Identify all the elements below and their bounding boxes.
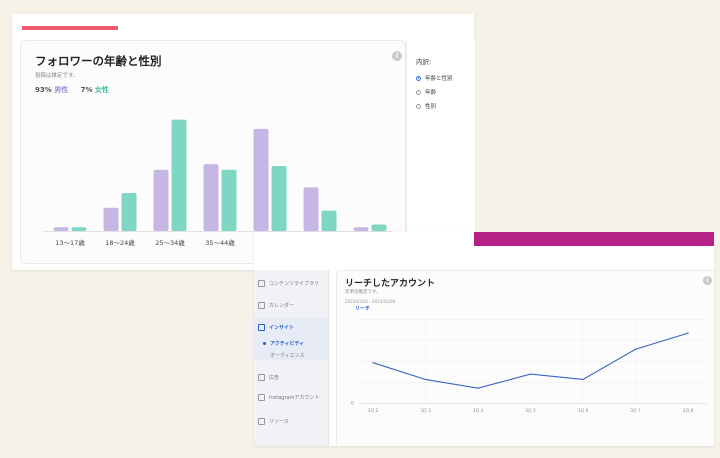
y-tick-label: 0 [351, 401, 354, 407]
data-point [424, 378, 427, 381]
x-tick-label: 25〜34歳 [155, 238, 185, 247]
data-point [634, 348, 637, 350]
sidebar-item-label: リソース [269, 419, 289, 425]
breakdown-option-age[interactable]: 年齢 [416, 88, 436, 96]
female-label: 女性 [94, 86, 109, 94]
ads-icon [258, 374, 265, 381]
sidebar-item-label: カレンダー [269, 303, 295, 309]
x-tick-label: 18〜24歳 [105, 238, 135, 247]
info-icon[interactable]: i [392, 51, 402, 61]
data-point [529, 373, 532, 375]
data-point [687, 332, 689, 334]
bar-female [121, 192, 137, 231]
sidebar-item-ads[interactable]: 広告 [258, 374, 324, 381]
bar-male [153, 169, 169, 231]
bar-female [171, 119, 187, 231]
followers-card: フォロワーの年齢と性別 投稿は推定です。 i 93% 男性 7% 女性 13〜1… [20, 40, 406, 264]
top-nav-bar: f [474, 232, 714, 246]
info-icon[interactable]: i [703, 276, 712, 285]
bar-male [103, 207, 119, 231]
breakdown-option-label: 年齢 [425, 90, 437, 96]
active-dot-icon [263, 342, 266, 345]
reach-card: リーチしたアカウント 年単位推定です。 2023/03/02 - 2023/03… [336, 270, 714, 446]
x-tick-label: 3月 8 [683, 408, 694, 413]
bar-female [321, 210, 337, 231]
sidebar-item-insights[interactable]: インサイト [258, 324, 324, 331]
sidebar-item-resources[interactable]: リソース [258, 418, 324, 425]
sidebar-item-instagram-account[interactable]: Instagramアカウント [258, 394, 324, 401]
bar-male [303, 187, 319, 231]
resources-icon [258, 418, 265, 425]
male-percent: 93% [35, 86, 52, 94]
data-point [477, 387, 479, 389]
bar-male [53, 227, 69, 231]
breakdown-panel: 内訳: 年齢と性別 年齢 性別 [406, 40, 475, 262]
radio-icon[interactable] [416, 89, 421, 95]
bar-male [253, 128, 269, 231]
library-icon [258, 280, 265, 287]
breakdown-option-age-gender[interactable]: 年齢と性別 [416, 74, 453, 82]
instagram-account-icon [258, 394, 265, 401]
reach-title: リーチしたアカウント [345, 279, 436, 289]
bar-male [353, 227, 369, 231]
bar-female [271, 166, 287, 231]
x-tick-label: 3月 7 [630, 408, 641, 413]
reach-date-range: 2023/03/02 - 2023/03/08 [345, 299, 396, 304]
breakdown-option-label: 年齢と性別 [425, 76, 453, 82]
gender-summary: 93% 男性 7% 女性 [35, 85, 109, 95]
followers-title: フォロワーの年齢と性別 [35, 54, 162, 68]
reach-panel: f コンテンツライブラリ カレンダー インサイト アクティビティ オーディエンス… [254, 232, 714, 446]
followers-panel: フォロワーの年齢と性別 投稿は推定です。 i 93% 男性 7% 女性 13〜1… [12, 14, 475, 270]
x-tick-label: 3月 5 [525, 408, 536, 413]
calendar-icon [258, 302, 265, 309]
reach-subtitle: 年単位推定です。 [345, 290, 381, 295]
sidebar-subitem-label: アクティビティ [270, 341, 305, 347]
bar-female [371, 224, 387, 231]
male-label: 男性 [54, 86, 69, 94]
breakdown-label: 内訳: [416, 58, 432, 66]
sidebar-subitem-audience[interactable]: オーディエンス [270, 352, 305, 359]
sidebar-active-highlight [254, 318, 328, 360]
bar-female [221, 169, 237, 231]
data-point [582, 378, 584, 381]
sidebar-item-label: Instagramアカウント [269, 395, 320, 401]
radio-icon[interactable] [416, 103, 421, 109]
radio-selected-icon[interactable] [416, 75, 421, 81]
x-tick-label: 3月 4 [473, 408, 484, 413]
sidebar: コンテンツライブラリ カレンダー インサイト アクティビティ オーディエンス 広… [254, 270, 329, 446]
x-tick-label: 3月 3 [420, 408, 431, 413]
reach-legend: リーチ [355, 306, 371, 312]
breakdown-option-label: 性別 [425, 104, 437, 110]
x-tick-label: 3月 2 [368, 408, 379, 413]
reach-line-chart: 3月 2 3月 3 3月 4 3月 5 3月 6 3月 7 3月 8 0 [351, 319, 707, 413]
data-point [372, 362, 374, 364]
x-tick-label: 3月 6 [578, 408, 589, 413]
x-tick-label: 35〜44歳 [205, 238, 235, 247]
accent-bar [22, 26, 118, 30]
followers-subtitle: 投稿は推定です。 [35, 73, 79, 79]
female-percent: 7% [80, 86, 93, 94]
x-tick-label: 13〜17歳 [55, 238, 85, 247]
sidebar-item-label: インサイト [269, 325, 295, 331]
sidebar-item-label: 広告 [269, 375, 280, 381]
sidebar-subitem-label: オーディエンス [270, 353, 305, 359]
breakdown-option-gender[interactable]: 性別 [416, 102, 436, 110]
sidebar-item-label: コンテンツライブラリ [269, 281, 320, 287]
sidebar-item-content-library[interactable]: コンテンツライブラリ [258, 280, 324, 287]
age-gender-bar-chart: 13〜17歳18〜24歳25〜34歳35〜44歳45〜54歳55〜64歳65歳以… [43, 119, 393, 247]
sidebar-subitem-activity[interactable]: アクティビティ [263, 340, 305, 347]
bar-male [203, 164, 219, 231]
bar-female [71, 227, 87, 231]
sidebar-item-calendar[interactable]: カレンダー [258, 302, 324, 309]
insights-icon [258, 324, 265, 331]
